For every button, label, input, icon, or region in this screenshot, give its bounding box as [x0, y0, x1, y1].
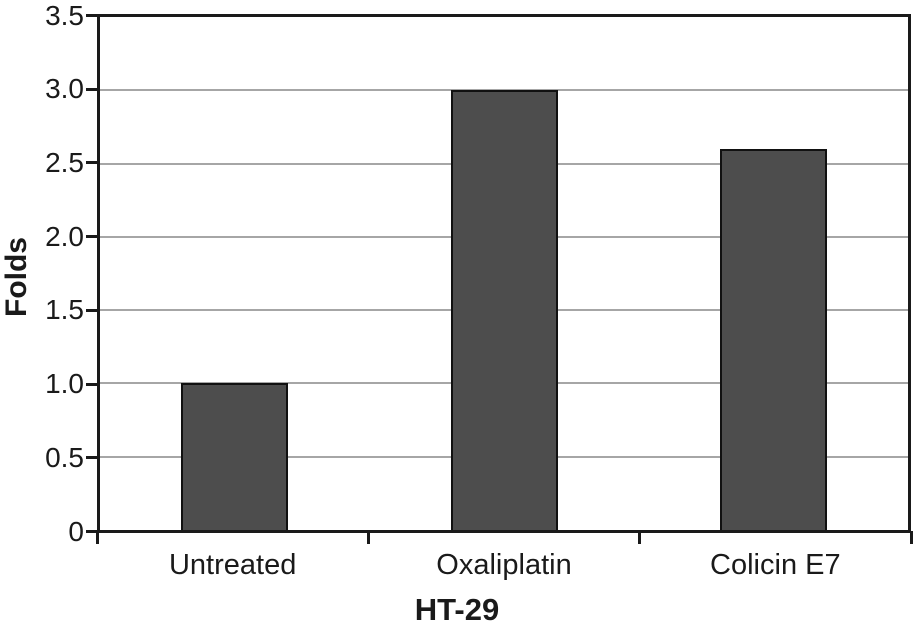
x-category-label: Untreated: [168, 549, 297, 581]
y-tick-label: 3.5: [45, 0, 84, 31]
x-axis-title: HT-29: [414, 592, 500, 627]
y-tick-mark: [86, 87, 97, 91]
y-tick-label: 0.5: [45, 441, 84, 473]
y-tick-label: 0: [68, 515, 84, 547]
x-category-label: Colicin E7: [710, 549, 841, 581]
x-tick-mark: [366, 531, 370, 544]
y-tick-label: 2.5: [45, 146, 84, 178]
y-tick-mark: [86, 382, 97, 386]
y-tick-label: 3.0: [45, 73, 84, 105]
x-category-label: Oxaliplatin: [436, 549, 572, 581]
x-tick-mark: [909, 531, 913, 544]
x-tick-mark: [638, 531, 642, 544]
y-tick-label: 1.0: [45, 368, 84, 400]
bar-colicin-e7: [719, 148, 827, 530]
y-tick-label: 2.0: [45, 220, 84, 252]
bar-oxaliplatin: [450, 90, 558, 530]
plot-area: [97, 14, 911, 533]
gridline: [100, 89, 908, 92]
y-tick-mark: [86, 456, 97, 460]
y-tick-label: 1.5: [45, 294, 84, 326]
y-tick-mark: [86, 14, 97, 17]
y-tick-mark: [86, 235, 97, 239]
y-tick-mark: [86, 161, 97, 165]
y-tick-mark: [86, 308, 97, 312]
y-tick-mark: [86, 530, 97, 533]
bar-untreated: [181, 383, 289, 530]
x-tick-mark: [95, 531, 99, 544]
